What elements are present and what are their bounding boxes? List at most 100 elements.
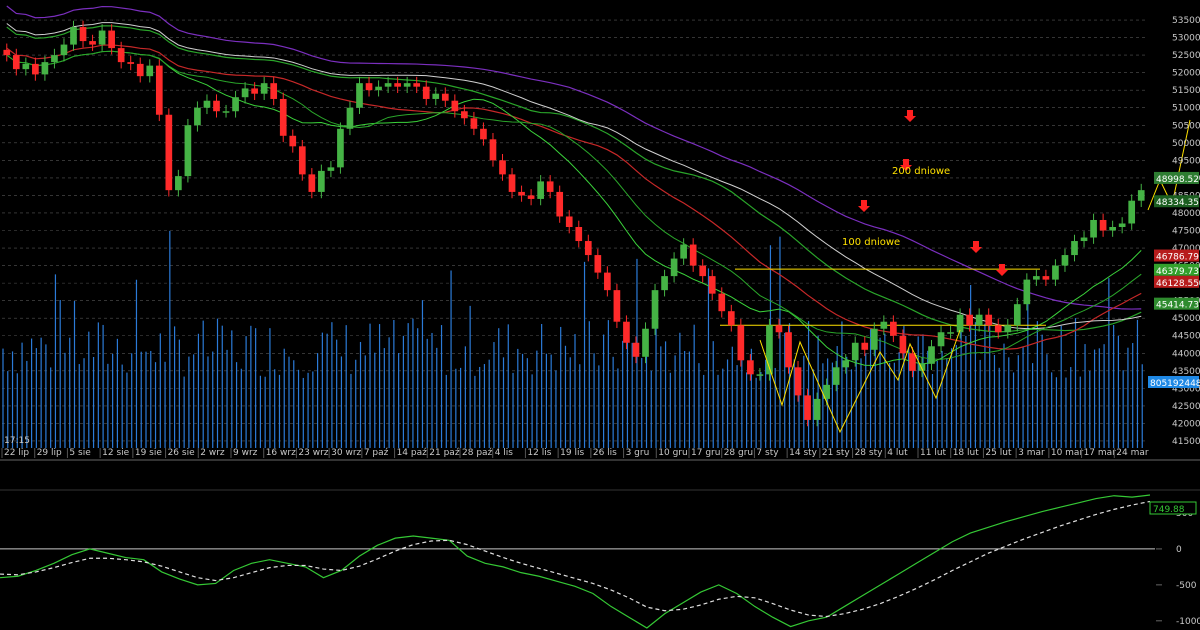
pattern-lines — [759, 119, 1191, 434]
candle-body — [1109, 227, 1116, 231]
price-tick-label: 50500 — [1172, 121, 1200, 131]
candle-body — [890, 321, 897, 336]
price-tick-label: 52500 — [1172, 51, 1200, 61]
candle-body — [279, 98, 287, 136]
date-label: 25 lut — [985, 448, 1012, 458]
candle-body — [70, 27, 77, 45]
candle-body — [346, 107, 354, 129]
date-label: 30 wrz — [331, 448, 361, 458]
osc-tick-label: -500 — [1176, 581, 1197, 591]
candle-body — [909, 353, 916, 371]
candle-body — [747, 360, 754, 375]
date-label: 7 paź — [364, 448, 389, 458]
candle-body — [213, 100, 220, 112]
price-tick-label: 43500 — [1172, 367, 1200, 377]
price-label-box — [1154, 297, 1199, 310]
candle-body — [699, 265, 707, 277]
price-label-text: 48334.35 — [1156, 198, 1199, 208]
candle-body — [604, 272, 611, 291]
candle-body — [194, 107, 201, 126]
price-label-text: 46786.79 — [1156, 253, 1199, 263]
price-label-text: 46128.55 — [1156, 279, 1199, 289]
candle-body — [670, 258, 678, 277]
candle-body — [270, 83, 278, 99]
candle-body — [508, 174, 516, 192]
date-label: 17 gru — [691, 448, 720, 458]
projection-line — [1147, 119, 1191, 211]
candle-body — [3, 49, 11, 56]
candle-body — [461, 111, 468, 119]
price-tick-label: 51500 — [1172, 86, 1200, 96]
candle-body — [565, 216, 573, 227]
date-label: 23 wrz — [298, 448, 328, 458]
candle-body — [470, 118, 478, 129]
candle-body — [1013, 304, 1021, 326]
date-label: 19 lis — [560, 448, 584, 458]
oscillator-value: 749.88 — [1153, 505, 1185, 515]
oscillator-axis: -1000-5000500 — [1156, 509, 1200, 627]
candle-body — [623, 321, 630, 343]
candle-body — [165, 114, 173, 191]
price-tick-label: 47500 — [1172, 227, 1200, 237]
price-label-text: 45414.73 — [1156, 301, 1199, 311]
annotation-200dniowe: 200 dniowe — [892, 166, 950, 177]
candle-body — [384, 83, 392, 87]
candle-body — [155, 65, 163, 115]
pattern-zigzag — [759, 329, 961, 434]
candle-body — [851, 342, 859, 361]
candle-body — [251, 88, 258, 94]
down-arrow — [970, 241, 982, 253]
down-arrow — [858, 200, 870, 212]
candle-body — [956, 314, 964, 333]
candle-body — [861, 342, 869, 350]
candle-body — [79, 27, 87, 42]
candle-body — [22, 63, 30, 70]
candle-body — [1061, 255, 1069, 266]
date-label: 10 mar — [1051, 448, 1084, 458]
candle-body — [489, 139, 497, 161]
candle-body — [651, 290, 659, 329]
candle-body — [117, 48, 125, 63]
date-label: 14 sty — [789, 448, 818, 458]
candle-body — [327, 167, 335, 171]
volume-bars — [2, 230, 1143, 448]
date-label: 4 lis — [495, 448, 514, 458]
candle-body — [1004, 325, 1012, 333]
candle-body — [413, 83, 421, 87]
date-label: 9 wrz — [233, 448, 258, 458]
candle-body — [365, 83, 373, 91]
date-label: 7 sty — [756, 448, 779, 458]
candle-body — [794, 367, 802, 396]
chart-grid — [0, 19, 1200, 491]
price-tick-label: 44500 — [1172, 332, 1200, 342]
candle-body — [337, 128, 344, 168]
price-tick-label: 50000 — [1172, 139, 1200, 149]
price-tick-label: 51000 — [1172, 104, 1200, 114]
candle-body — [642, 328, 649, 357]
candle-body — [785, 332, 792, 368]
date-label: 21 sty — [822, 448, 851, 458]
oscillator-panel — [0, 494, 1155, 629]
annotation-100dniowe: 100 dniowe — [842, 237, 900, 248]
candle-body — [1042, 276, 1050, 280]
osc-tick-label: 0 — [1176, 545, 1182, 555]
date-label: 28 paź — [462, 448, 493, 458]
down-arrow — [904, 110, 916, 122]
candle-body — [708, 276, 716, 294]
candle-body — [899, 335, 907, 354]
candle-body — [1052, 265, 1059, 280]
date-label: 18 lut — [953, 448, 980, 458]
candle-body — [422, 86, 430, 99]
candle-body — [594, 255, 602, 273]
date-label: 17 mar — [1084, 448, 1117, 458]
date-label: 16 wrz — [266, 448, 296, 458]
candle-body — [308, 174, 316, 192]
candle-body — [146, 65, 154, 77]
date-label: 4 lut — [887, 448, 908, 458]
date-label: 29 lip — [37, 448, 62, 458]
candle-body — [480, 128, 487, 140]
candle-body — [975, 314, 983, 326]
signal-line — [0, 500, 1151, 618]
date-label: 28 sty — [855, 448, 884, 458]
